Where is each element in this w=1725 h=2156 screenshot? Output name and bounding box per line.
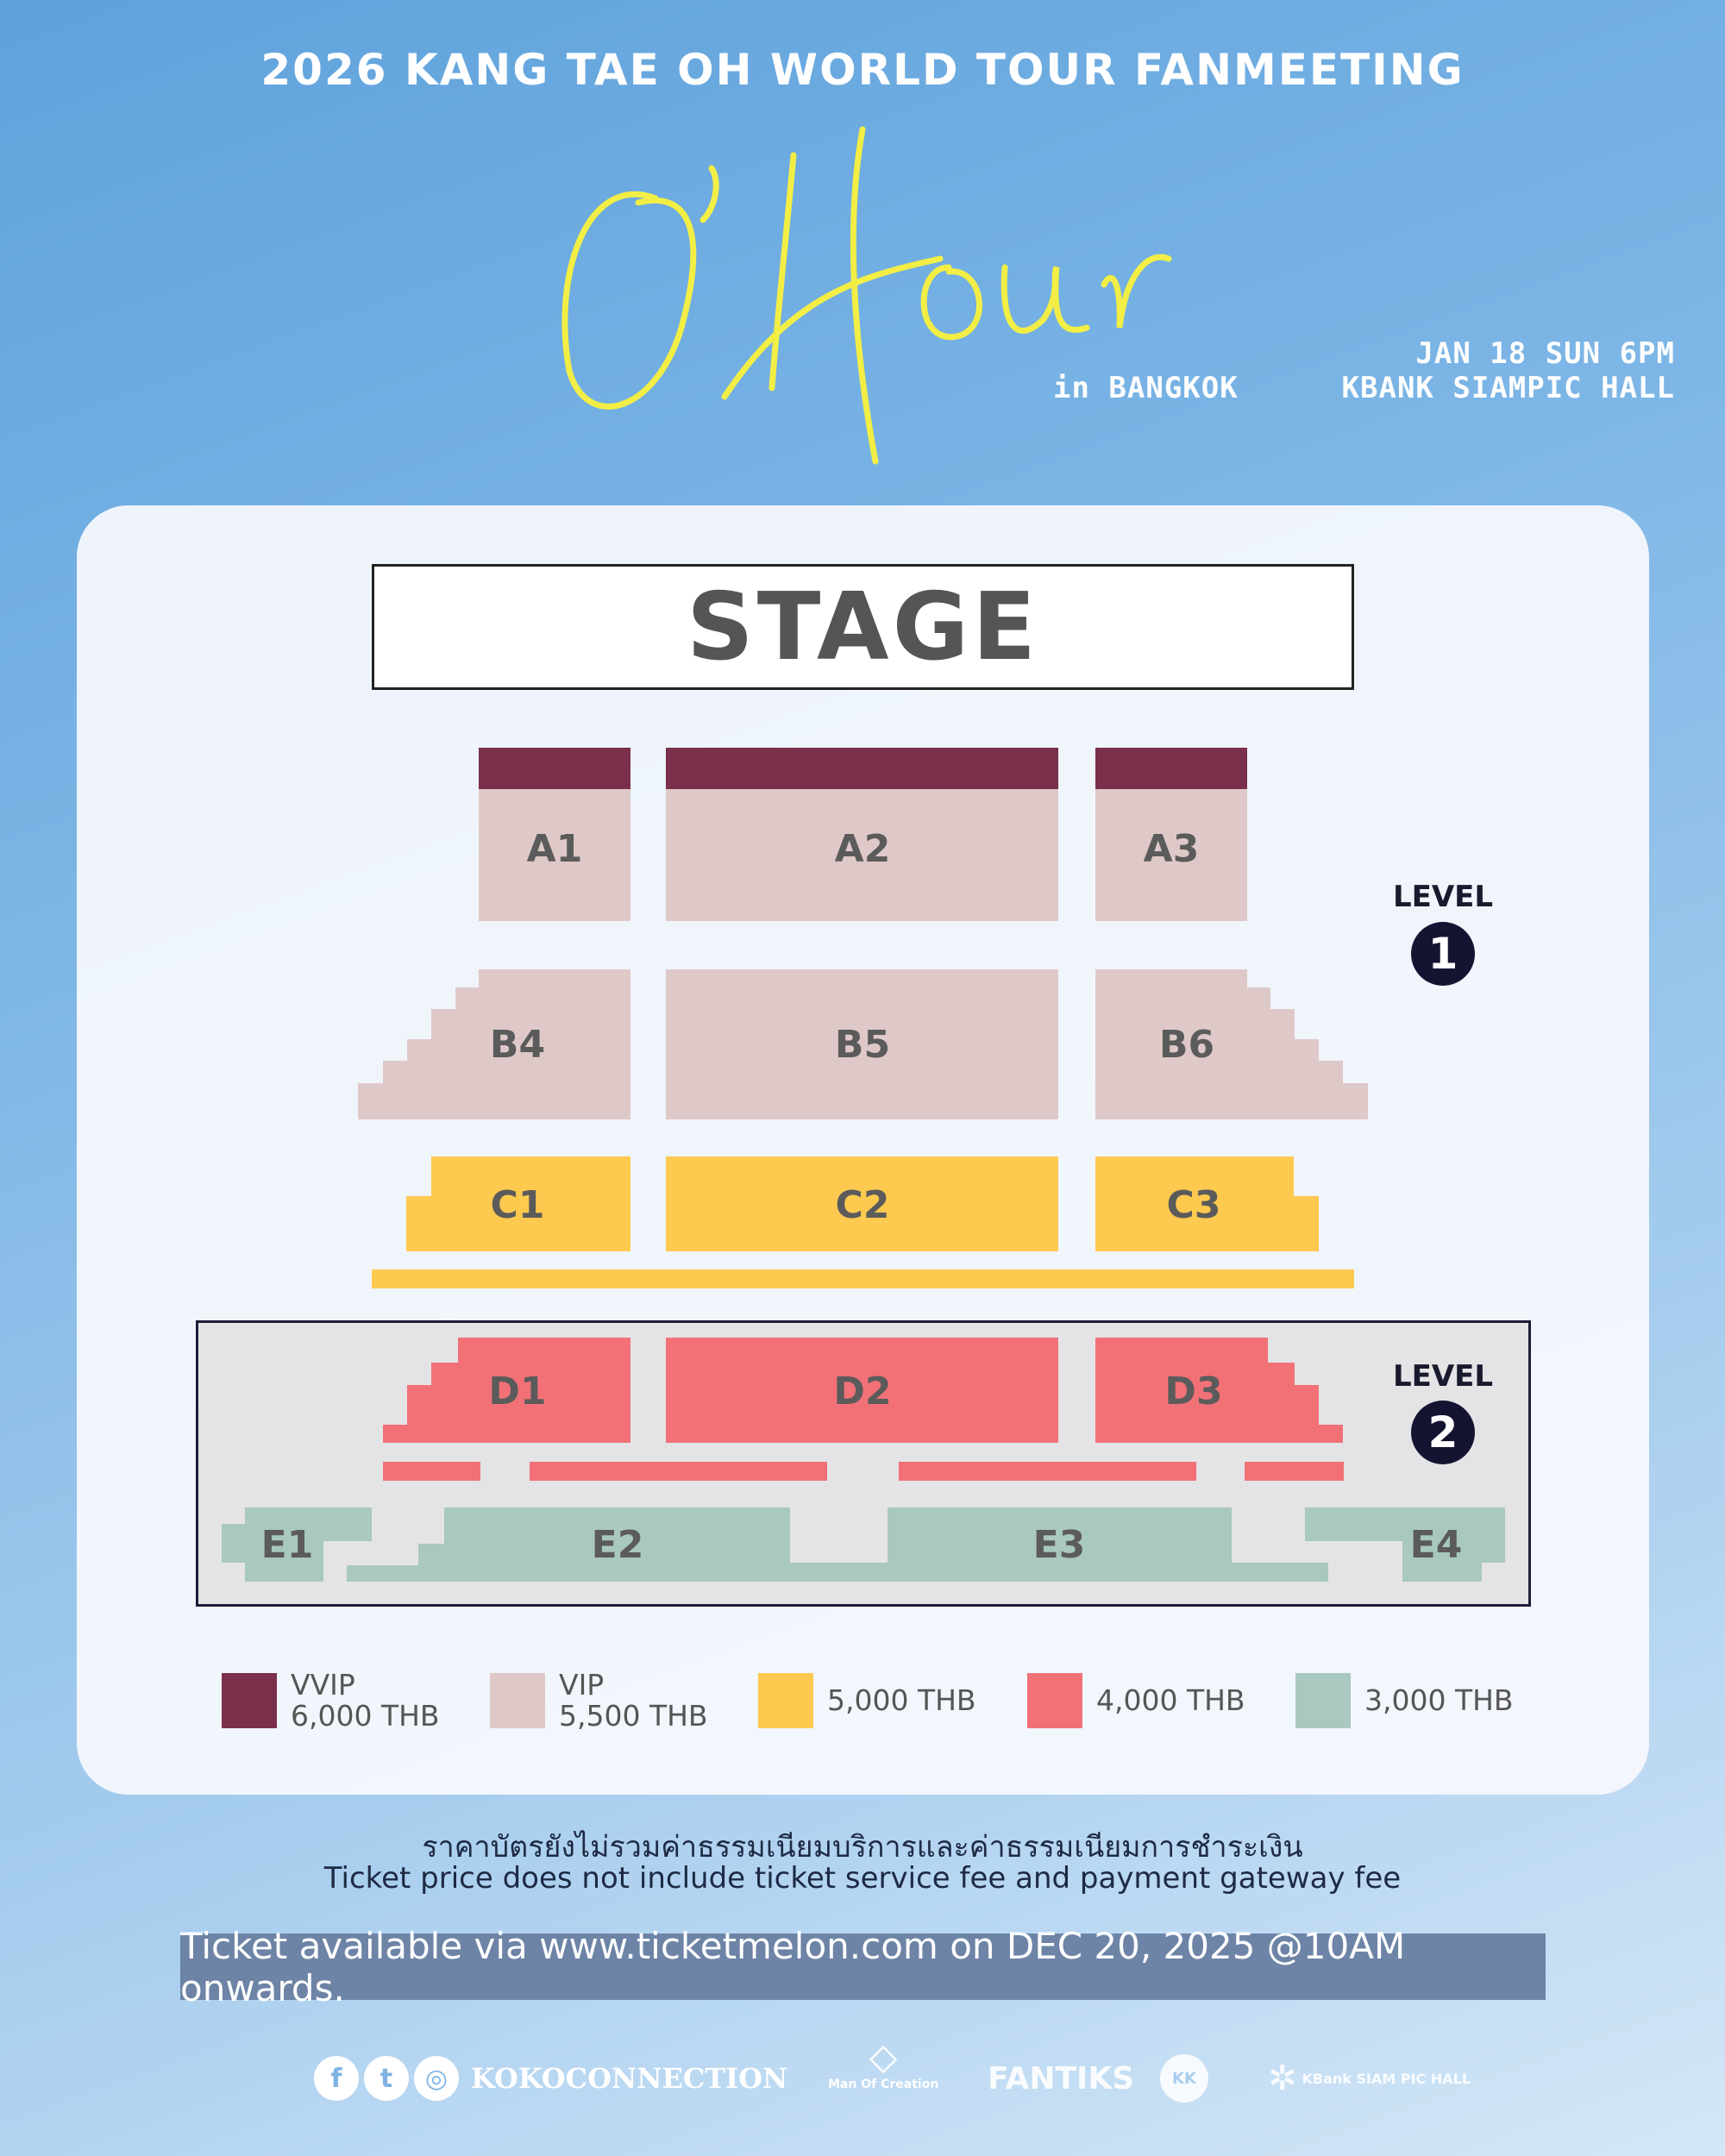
section-a2[interactable] [666, 789, 1058, 921]
label-d3: D3 [1164, 1369, 1222, 1413]
venue-text: KBANK SIAMPIC HALL [1341, 371, 1675, 405]
fantiks-logo: FANTIKS [988, 2060, 1135, 2096]
section-a3[interactable] [1095, 789, 1247, 921]
legend-price: 5,500 THB [559, 1699, 708, 1733]
label-b6: B6 [1159, 1023, 1214, 1067]
legend-tier: VIP [559, 1668, 605, 1702]
legend-item-5000: 5,000 THB [758, 1673, 976, 1728]
legend-price: 5,000 THB [827, 1683, 976, 1717]
date-text: JAN 18 SUN 6PM [1415, 336, 1675, 371]
fee-note-english: Ticket price does not include ticket ser… [323, 1861, 1402, 1896]
level-1-badge: 1 [1411, 922, 1475, 986]
label-d1: D1 [488, 1369, 546, 1413]
legend-item-3000: 3,000 THB [1295, 1673, 1514, 1728]
label-e1: E1 [261, 1523, 314, 1567]
ticket-banner: Ticket available via www.ticketmelon.com… [180, 1925, 1546, 2009]
label-e2: E2 [592, 1523, 644, 1567]
section-e3[interactable] [862, 1507, 1328, 1582]
legend-swatch [490, 1673, 545, 1728]
section-c-row[interactable] [372, 1269, 1354, 1288]
fee-note-thai: ราคาบัตรยังไม่รวมค่าธรรมเนียมบริการและค่… [422, 1830, 1303, 1865]
section-c2[interactable] [666, 1156, 1058, 1251]
label-a2: A2 [835, 827, 891, 871]
section-e2[interactable] [347, 1507, 862, 1582]
man-of-creation-logo: ◇ Man Of Creation [828, 2035, 938, 2104]
section-a1[interactable] [479, 789, 630, 921]
label-e4: E4 [1410, 1523, 1463, 1567]
section-e4[interactable] [1305, 1507, 1505, 1582]
label-a1: A1 [527, 827, 583, 871]
legend-swatch [1027, 1673, 1082, 1728]
section-b6[interactable] [1095, 969, 1368, 1119]
siam-pic-hall-text: KBank SIAM PIC HALL [1302, 2070, 1471, 2087]
label-a3: A3 [1144, 827, 1200, 871]
legend-item-vip: VIP 5,500 THB [490, 1668, 708, 1732]
legend-swatch [1295, 1673, 1351, 1728]
section-b4[interactable] [358, 969, 630, 1119]
vvip-row-a2[interactable] [666, 748, 1058, 789]
section-c1[interactable] [406, 1156, 630, 1251]
legend-swatch [758, 1673, 813, 1728]
label-b5: B5 [835, 1023, 890, 1067]
label-d2: D2 [833, 1369, 891, 1413]
label-e3: E3 [1033, 1523, 1086, 1567]
section-d3[interactable] [1095, 1338, 1343, 1443]
label-b4: B4 [490, 1023, 545, 1067]
siam-pic-hall-logo: ✲ KBank SIAM PIC HALL [1268, 2053, 1471, 2104]
facebook-icon[interactable]: f [314, 2056, 359, 2101]
event-title: 2026 KANG TAE OH WORLD TOUR FANMEETING [260, 45, 1465, 95]
level-2-label: LEVEL [1392, 1359, 1494, 1394]
twitter-icon[interactable]: t [364, 2056, 409, 2101]
social-handle[interactable]: KOKOCONNECTION [471, 2062, 788, 2095]
stage: STAGE [372, 564, 1354, 690]
label-c2: C2 [836, 1183, 890, 1227]
moc-text: Man Of Creation [828, 2078, 939, 2091]
legend-item-4000: 4,000 THB [1027, 1673, 1245, 1728]
legend-item-vvip: VVIP 6,000 THB [222, 1668, 440, 1732]
legend-swatch [222, 1673, 277, 1728]
legend-price: 6,000 THB [291, 1699, 440, 1733]
instagram-icon[interactable]: ◎ [414, 2056, 459, 2101]
section-d-row-2[interactable] [530, 1462, 827, 1481]
section-c3[interactable] [1095, 1156, 1319, 1251]
vvip-row-a1[interactable] [479, 748, 630, 789]
social-links: f t ◎ KOKOCONNECTION [314, 2053, 787, 2104]
section-d-row-3[interactable] [899, 1462, 1196, 1481]
level-1-label: LEVEL [1392, 880, 1494, 914]
siam-pic-hall-emblem-icon: ✲ [1268, 2059, 1297, 2098]
legend-price: 3,000 THB [1364, 1683, 1514, 1717]
location-text: in BANGKOK [1053, 371, 1239, 405]
ohour-logo [561, 126, 1172, 465]
section-d2[interactable] [666, 1338, 1058, 1443]
legend-tier: VVIP [291, 1668, 355, 1702]
kk-logo: KK [1160, 2054, 1208, 2103]
section-d-row-1[interactable] [383, 1462, 480, 1481]
moc-emblem-icon: ◇ [869, 2035, 898, 2078]
level-2-badge: 2 [1411, 1401, 1475, 1464]
vvip-row-a3[interactable] [1095, 748, 1247, 789]
section-b5[interactable] [666, 969, 1058, 1119]
label-c3: C3 [1167, 1183, 1221, 1227]
legend-price: 4,000 THB [1096, 1683, 1245, 1717]
label-c1: C1 [491, 1183, 545, 1227]
section-d-row-4[interactable] [1245, 1462, 1344, 1481]
section-d1[interactable] [383, 1338, 630, 1443]
section-e1[interactable] [222, 1507, 372, 1582]
